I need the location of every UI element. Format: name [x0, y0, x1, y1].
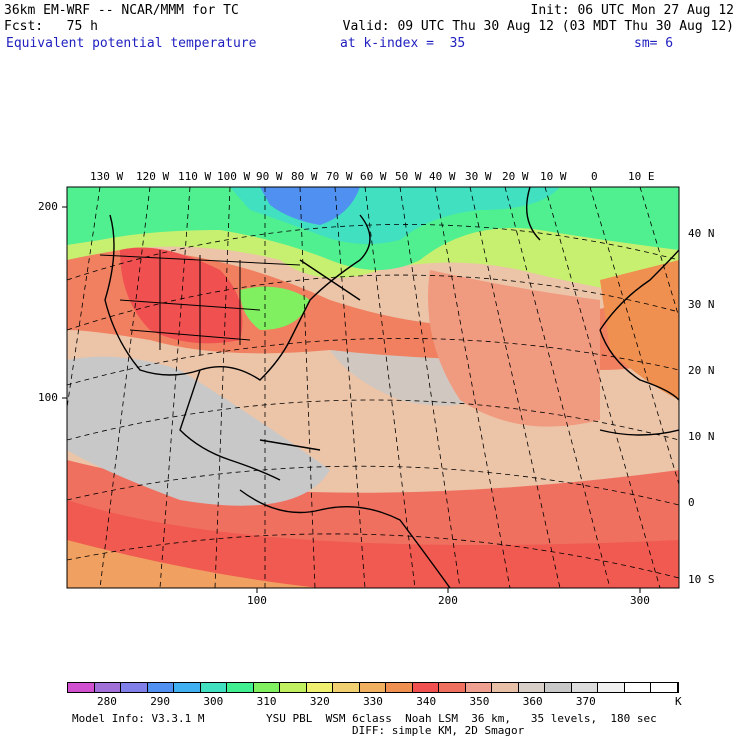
colorbar-swatch [174, 683, 201, 692]
lat-label: 10 S [688, 573, 715, 586]
field-name: Equivalent potential temperature [6, 36, 257, 51]
colorbar-swatch [545, 683, 572, 692]
colorbar-tick-label: 340 [416, 695, 437, 708]
colorbar-tick-label: 330 [363, 695, 383, 708]
grid-y-label: 200 [38, 200, 58, 213]
colorbar-swatch [386, 683, 413, 692]
grid-x-label: 200 [438, 594, 458, 607]
colorbar-tick-label: 320 [309, 695, 330, 708]
diffusion-info: DIFF: simple KM, 2D Smagor [352, 724, 525, 737]
init-time: Init: 06 UTC Mon 27 Aug 12 [530, 3, 735, 18]
colorbar-swatch [598, 683, 625, 692]
colorbar-swatch [518, 683, 546, 692]
colorbar-swatch [253, 683, 281, 692]
colorbar-tick-label: 280 [96, 695, 117, 708]
colorbar-swatch [147, 683, 175, 692]
grid-y-label: 100 [38, 391, 58, 404]
colorbar-swatch [333, 683, 360, 692]
colorbar-swatch [306, 683, 334, 692]
physics-info: YSU PBL WSM 6class Noah LSM 36 km, 35 le… [266, 712, 657, 725]
colorbar [67, 682, 679, 693]
forecast-hour: Fcst: 75 h [4, 19, 98, 34]
lon-label: 70 W [326, 170, 353, 183]
lon-label: 30 W [465, 170, 492, 183]
lon-label: 10 W [540, 170, 567, 183]
colorbar-swatch [200, 683, 228, 692]
colorbar-tick-label: 310 [256, 695, 277, 708]
lat-label: 30 N [688, 298, 715, 311]
colorbar-swatch [439, 683, 466, 692]
smoothing: sm= 6 [634, 36, 674, 51]
colorbar-tick-label: 360 [522, 695, 543, 708]
colorbar-tick-label: 370 [575, 695, 596, 708]
lat-label: 0 [688, 496, 695, 509]
lon-label: 120 W [136, 170, 170, 183]
lat-label: 40 N [688, 227, 715, 240]
valid-time: Valid: 09 UTC Thu 30 Aug 12 (03 MDT Thu … [342, 19, 734, 34]
colorbar-swatch [624, 683, 652, 692]
model-info: Model Info: V3.3.1 M [72, 712, 205, 725]
colorbar-swatch [227, 683, 254, 692]
lon-label: 90 W [256, 170, 283, 183]
grid-x-label: 100 [247, 594, 267, 607]
lon-label: 60 W [360, 170, 387, 183]
colorbar-unit: K [675, 695, 682, 708]
grid-x-label: 300 [630, 594, 650, 607]
lon-label: 40 W [429, 170, 456, 183]
lon-label: 10 E [628, 170, 655, 183]
level-index: at k-index = 35 [340, 36, 466, 51]
lon-label: 110 W [178, 170, 212, 183]
colorbar-swatch [94, 683, 122, 692]
colorbar-swatch [280, 683, 307, 692]
lon-label: 50 W [395, 170, 422, 183]
colorbar-swatch [651, 683, 678, 692]
colorbar-tick-label: 300 [203, 695, 224, 708]
colorbar-swatch [465, 683, 493, 692]
colorbar-swatch [359, 683, 387, 692]
lon-label: 100 W [217, 170, 251, 183]
colorbar-swatch [68, 683, 95, 692]
lon-label: 0 [591, 170, 598, 183]
model-title: 36km EM-WRF -- NCAR/MMM for TC [4, 3, 239, 18]
lon-label: 80 W [291, 170, 318, 183]
lon-label: 130 W [90, 170, 124, 183]
colorbar-swatch [492, 683, 519, 692]
colorbar-tick-label: 290 [150, 695, 171, 708]
lon-label: 20 W [502, 170, 529, 183]
colorbar-tick-label: 350 [469, 695, 490, 708]
colorbar-swatch [571, 683, 599, 692]
lat-label: 10 N [688, 430, 715, 443]
colorbar-swatch [121, 683, 148, 692]
colorbar-swatch [412, 683, 440, 692]
lat-label: 20 N [688, 364, 715, 377]
